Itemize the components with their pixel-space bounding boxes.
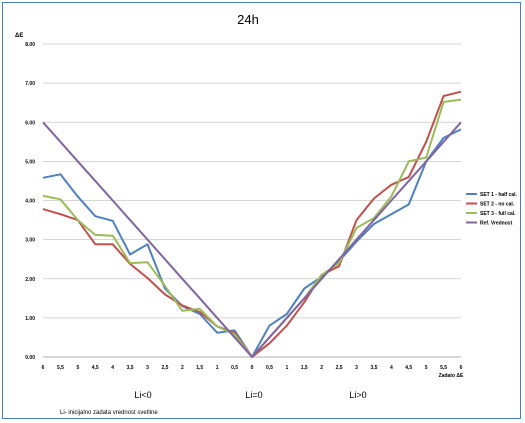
x-tick-label: 3 — [355, 365, 358, 371]
x-tick-label: 2,5 — [161, 365, 168, 371]
region-label-positive: Li>0 — [349, 390, 366, 400]
series-line — [42, 121, 462, 358]
x-tick-label: 6 — [460, 365, 463, 371]
x-tick-label: 3,5 — [127, 365, 134, 371]
x-tick-label: 0,5 — [231, 365, 238, 371]
x-tick-label: 4,5 — [92, 365, 99, 371]
x-tick-label: 1 — [285, 365, 288, 371]
series-line — [42, 128, 462, 358]
x-tick-label: 4,5 — [405, 365, 412, 371]
x-tick-label: 2,5 — [336, 365, 343, 371]
y-tick-label: 4.00 — [25, 199, 35, 205]
x-tick-label: 4 — [390, 365, 393, 371]
y-tick-label: 7.00 — [25, 81, 35, 87]
series-line — [42, 98, 462, 358]
legend-label: SET 1 - half cal. — [480, 192, 518, 198]
x-tick-label: 0,5 — [266, 365, 273, 371]
x-tick-labels: 6 5,5 5 4,5 4 3,5 3 2,5 2 1,5 1 0,5 0 0,5 1 1,5 2 2,5 3 3,5… — [42, 365, 463, 371]
x-tick-label: 2 — [181, 365, 184, 371]
x-tick-label: 5 — [76, 365, 79, 371]
y-tick-label: 5.00 — [25, 159, 35, 165]
y-tick-label: 2.00 — [25, 277, 35, 283]
y-tick-label: 8.00 — [25, 42, 35, 48]
x-tick-label: 2 — [320, 365, 323, 371]
x-axis-end-label: Zadato ΔE — [439, 373, 464, 379]
legend-label: SET 2 - no cal. — [480, 202, 515, 208]
x-tick-label: 3,5 — [370, 365, 377, 371]
y-tick-label: 6.00 — [25, 120, 35, 126]
chart-title: 24h — [237, 12, 259, 27]
legend-label: SET 3 - full cal. — [480, 211, 516, 217]
y-tick-label: 3.00 — [25, 238, 35, 244]
region-label-zero: Li=0 — [245, 390, 262, 400]
x-tick-label: 3 — [146, 365, 149, 371]
x-tick-label: 5,5 — [440, 365, 447, 371]
x-tick-label: 1 — [216, 365, 219, 371]
y-axis-label: ΔE — [15, 33, 23, 39]
x-tick-label: 6 — [42, 365, 45, 371]
x-tick-label: 4 — [111, 365, 114, 371]
legend-label: Ref. Vrednost — [480, 221, 513, 227]
x-tick-label: 5,5 — [57, 365, 64, 371]
x-tick-label: 1,5 — [196, 365, 203, 371]
chart-frame: 24h ΔE 0.00 1.00 2.00 3.00 4.00 5.00 6.00 7.00 8… — [2, 2, 521, 419]
footnote: Li- inicijalno zadata vrednost svetline — [60, 410, 158, 416]
x-tick-label: 0 — [251, 365, 254, 371]
y-tick-label: 1.00 — [25, 316, 35, 322]
gridlines — [43, 43, 461, 358]
y-tick-label: 0.00 — [25, 355, 35, 361]
x-tick-label: 5 — [425, 365, 428, 371]
line-chart: 24h ΔE 0.00 1.00 2.00 3.00 4.00 5.00 6.00 7.00 8… — [15, 12, 518, 416]
y-tick-labels: 0.00 1.00 2.00 3.00 4.00 5.00 6.00 7.00 8.00 — [25, 42, 35, 361]
legend: SET 1 - half cal. SET 2 - no cal. SET 3 - … — [466, 192, 518, 227]
series-lines — [42, 90, 462, 358]
x-tick-label: 1,5 — [301, 365, 308, 371]
region-label-negative: Li<0 — [134, 390, 151, 400]
series-line — [42, 90, 462, 358]
